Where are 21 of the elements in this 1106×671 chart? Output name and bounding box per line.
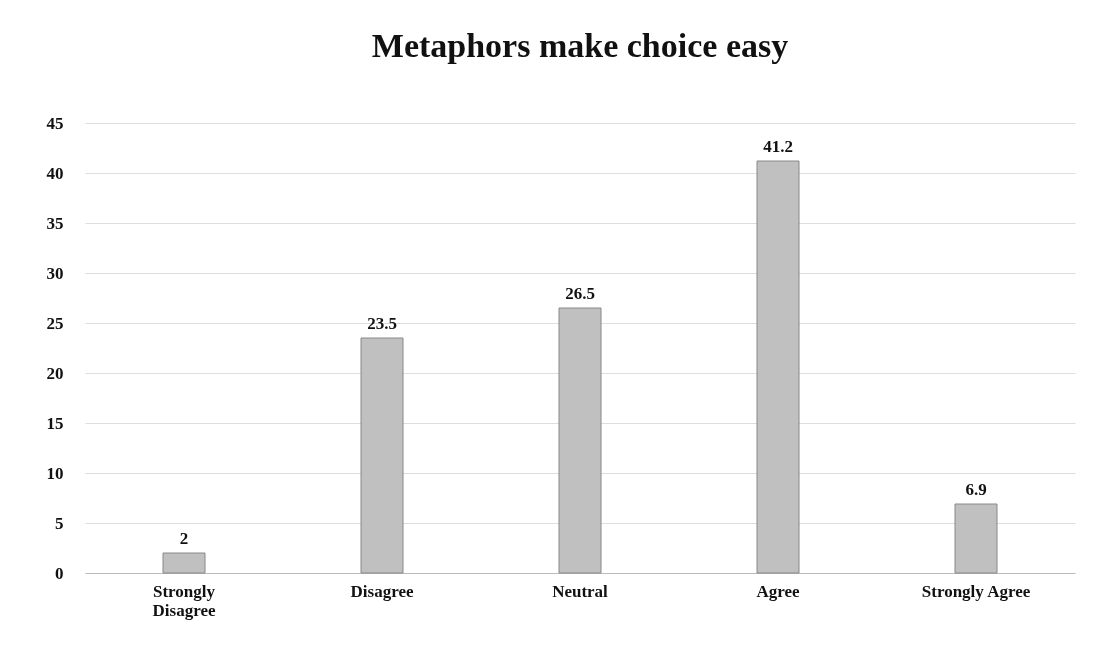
y-tick-label: 10 [46, 463, 64, 483]
y-tick-label: 25 [46, 313, 64, 333]
data-label: 6.9 [965, 480, 987, 499]
x-tick-label: Agree [756, 581, 801, 601]
x-tick-label: Strongly Agree [921, 581, 1031, 601]
x-tick-label: Strongly Disagree [152, 581, 216, 620]
y-tick-label: 45 [46, 113, 64, 133]
x-tick-label: Neutral [552, 581, 609, 601]
data-label: 26.5 [565, 284, 595, 303]
y-tick-label: 20 [46, 363, 64, 383]
y-tick-label: 35 [46, 213, 64, 233]
chart-title: Metaphors make choice easy [371, 27, 789, 64]
y-tick-label: 0 [55, 563, 64, 583]
x-tick-label: Disagree [350, 581, 414, 601]
y-tick-label: 5 [55, 513, 64, 533]
y-tick-label: 30 [46, 263, 64, 283]
data-label: 23.5 [367, 314, 397, 333]
y-tick-label: 40 [46, 163, 64, 183]
data-label: 2 [179, 529, 189, 548]
data-label: 41.2 [763, 137, 793, 156]
y-tick-label: 15 [46, 413, 64, 433]
